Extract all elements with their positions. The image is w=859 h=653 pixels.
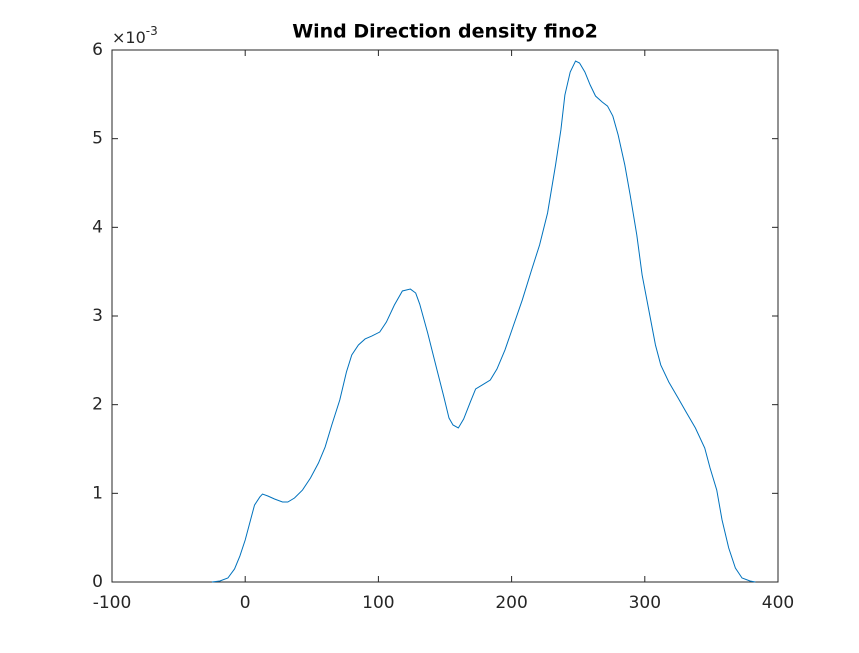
y-tick-label: 4 [92, 217, 103, 237]
y-multiplier: ×10-3 [112, 24, 158, 47]
chart-title: Wind Direction density fino2 [292, 21, 598, 43]
y-tick-label: 5 [92, 129, 103, 149]
x-tick-label: 400 [762, 593, 794, 613]
plot-box [111, 49, 779, 583]
x-tick-label: 0 [240, 593, 251, 613]
y-tick-label: 1 [92, 483, 103, 503]
y-tick-label: 3 [92, 306, 103, 326]
x-tick-label: -100 [93, 593, 132, 613]
y-tick-label: 0 [92, 572, 103, 592]
x-tick-label: 300 [629, 593, 661, 613]
y-multiplier-exponent: -3 [146, 24, 158, 38]
y-multiplier-base: ×10 [112, 28, 146, 47]
x-tick-label: 100 [362, 593, 394, 613]
x-tick-label: 200 [495, 593, 527, 613]
data-line [211, 60, 756, 583]
y-tick-label: 6 [92, 40, 103, 60]
y-tick-label: 2 [92, 395, 103, 415]
